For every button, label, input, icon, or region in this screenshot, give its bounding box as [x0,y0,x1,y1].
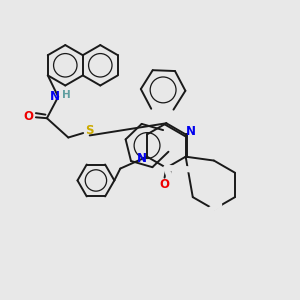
Text: N: N [50,90,60,103]
Text: N: N [186,125,196,138]
Text: O: O [23,110,34,123]
Text: S: S [85,124,94,136]
Text: H: H [62,90,71,100]
Text: N: N [137,152,147,165]
Text: O: O [159,178,169,191]
